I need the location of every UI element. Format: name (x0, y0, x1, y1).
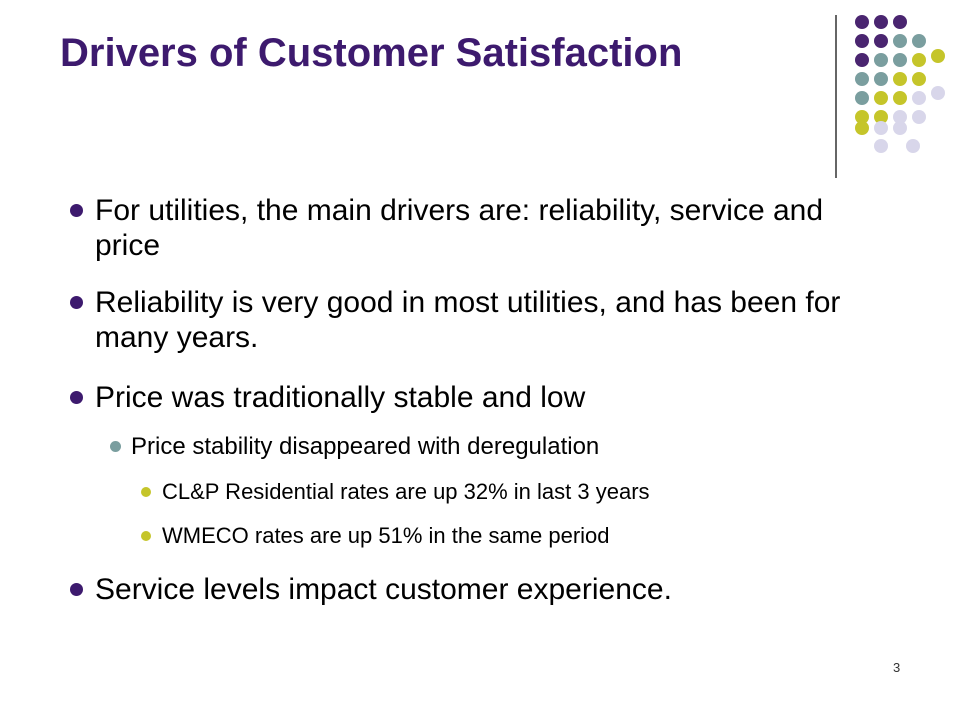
bullet-item: Price was traditionally stable and low (70, 380, 855, 415)
slide-title: Drivers of Customer Satisfaction (60, 31, 683, 75)
dot-grid (855, 15, 945, 153)
bullet-item: For utilities, the main drivers are: rel… (70, 193, 855, 263)
bullet-text: For utilities, the main drivers are: rel… (95, 194, 824, 262)
bullet-text: Reliability is very good in most utiliti… (95, 286, 841, 354)
bullet-marker (70, 583, 83, 596)
bullet-item: Reliability is very good in most utiliti… (70, 285, 855, 355)
bullet-text: Price was traditionally stable and low (95, 381, 586, 414)
bullet-text: CL&P Residential rates are up 32% in las… (162, 479, 650, 504)
bullet-item: Service levels impact customer experienc… (70, 572, 855, 607)
bullet-marker (141, 531, 151, 541)
bullet-text: Price stability disappeared with deregul… (131, 433, 600, 460)
bullet-marker (141, 487, 151, 497)
bullet-marker (70, 204, 83, 217)
page-number: 3 (893, 660, 901, 675)
bullet-text: WMECO rates are up 51% in the same perio… (162, 523, 610, 548)
bullet-marker (70, 296, 83, 309)
bullet-marker (70, 391, 83, 404)
bullet-item: CL&P Residential rates are up 32% in las… (141, 478, 862, 506)
bullet-marker (110, 441, 121, 452)
bullet-text: Service levels impact customer experienc… (95, 573, 672, 606)
bullet-item: WMECO rates are up 51% in the same perio… (141, 522, 862, 550)
decoration (835, 15, 945, 178)
bullet-item: Price stability disappeared with deregul… (110, 432, 851, 462)
